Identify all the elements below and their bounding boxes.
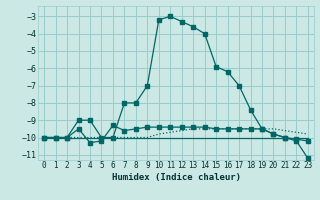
X-axis label: Humidex (Indice chaleur): Humidex (Indice chaleur) (111, 173, 241, 182)
